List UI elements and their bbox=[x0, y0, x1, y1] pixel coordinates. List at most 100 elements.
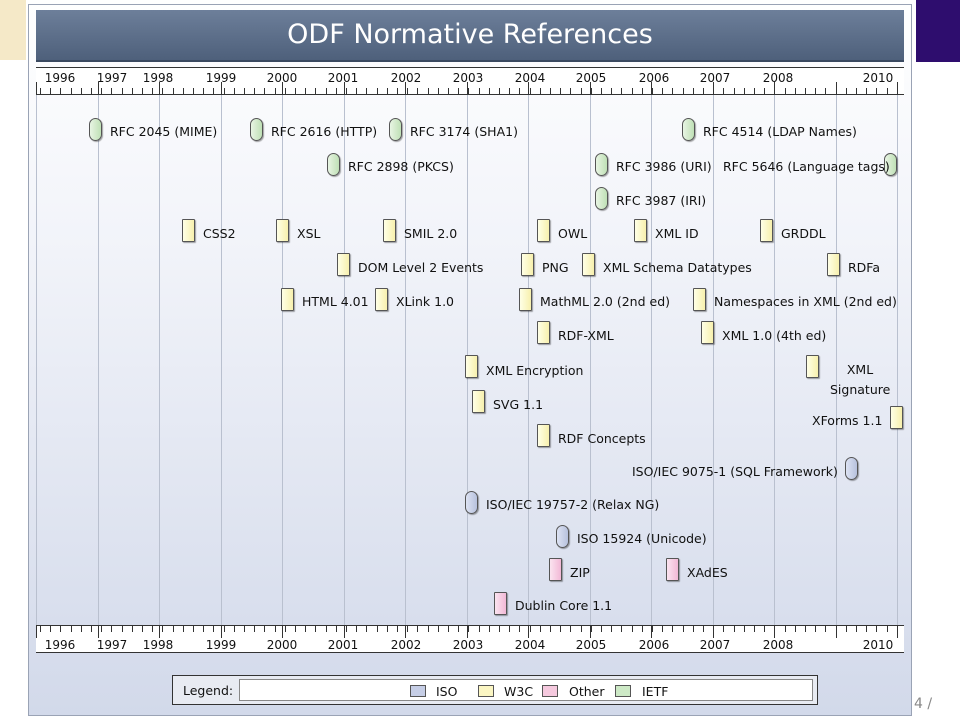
marker-rfc-4514-ldap-names bbox=[682, 118, 695, 141]
bottom-minor-tick bbox=[152, 626, 154, 632]
bottom-minor-tick bbox=[80, 626, 82, 632]
bottom-minor-tick bbox=[733, 626, 735, 632]
top-minor-tick bbox=[254, 88, 256, 94]
legend-swatch-w3c bbox=[478, 685, 494, 697]
bottom-minor-tick bbox=[580, 626, 582, 632]
label-mathml-2-0-2nd-ed: MathML 2.0 (2nd ed) bbox=[540, 294, 671, 309]
top-minor-tick bbox=[631, 88, 633, 94]
top-minor-tick bbox=[886, 88, 888, 94]
bottom-year-2004: 2004 bbox=[514, 638, 546, 652]
marker-rfc-5646-language-tags bbox=[884, 153, 897, 176]
gridline bbox=[159, 95, 160, 625]
top-minor-tick bbox=[703, 88, 704, 94]
marker-owl bbox=[537, 219, 550, 242]
top-minor-tick bbox=[570, 88, 572, 94]
bottom-minor-tick bbox=[815, 626, 817, 632]
top-minor-tick bbox=[50, 88, 52, 94]
bottom-minor-tick bbox=[723, 626, 725, 632]
marker-iso-iec-19757-2-relax-ng bbox=[465, 491, 478, 514]
bottom-minor-tick bbox=[315, 626, 317, 632]
marker-xml-schema-datatypes bbox=[582, 253, 595, 276]
bottom-minor-tick bbox=[356, 626, 358, 632]
top-year-2004: 2004 bbox=[514, 71, 546, 85]
marker-css2 bbox=[182, 219, 195, 242]
top-minor-tick bbox=[794, 88, 796, 94]
marker-rfc-3174-sha1 bbox=[389, 118, 402, 141]
legend-title: Legend: bbox=[183, 683, 234, 698]
bottom-major-tick bbox=[405, 626, 406, 638]
top-minor-tick bbox=[142, 88, 143, 94]
bottom-minor-tick bbox=[162, 626, 164, 632]
bottom-minor-tick bbox=[244, 626, 245, 632]
timeline-ruler-bottom: 1996 1997 1998 1999 2000 2001 2002 2003 2004 2005… bbox=[36, 625, 904, 653]
top-minor-tick bbox=[60, 88, 62, 94]
marker-zip bbox=[549, 558, 562, 581]
diagram-title: ODF Normative References bbox=[287, 19, 653, 50]
label-rfc-3174-sha1: RFC 3174 (SHA1) bbox=[410, 124, 518, 139]
marker-dublin-core-1-1 bbox=[494, 592, 507, 615]
marker-smil-2-0 bbox=[383, 219, 396, 242]
bottom-minor-tick bbox=[509, 626, 511, 632]
bottom-year-1997: 1997 bbox=[96, 638, 128, 652]
bottom-minor-tick bbox=[682, 626, 684, 632]
bottom-minor-tick bbox=[529, 626, 531, 632]
top-minor-tick bbox=[713, 88, 715, 94]
top-minor-tick bbox=[754, 88, 755, 94]
bottom-major-tick bbox=[651, 626, 652, 638]
bottom-minor-tick bbox=[325, 626, 327, 632]
gridline bbox=[651, 95, 652, 625]
top-minor-tick bbox=[264, 88, 266, 94]
bottom-minor-tick bbox=[111, 626, 113, 632]
bottom-minor-tick bbox=[539, 626, 541, 632]
bottom-major-tick bbox=[712, 626, 714, 638]
bottom-minor-tick bbox=[550, 626, 551, 632]
marker-rfc-2045-mime bbox=[89, 118, 102, 141]
bottom-year-2005: 2005 bbox=[575, 638, 607, 652]
bottom-minor-tick bbox=[264, 626, 266, 632]
top-minor-tick bbox=[448, 88, 449, 94]
bottom-minor-tick bbox=[284, 626, 286, 632]
label-xlink-1-0: XLink 1.0 bbox=[396, 294, 455, 309]
label-iso-iec-9075-1-sql-framework: ISO/IEC 9075-1 (SQL Framework) bbox=[632, 464, 838, 479]
top-minor-tick bbox=[580, 88, 582, 94]
bottom-minor-tick bbox=[172, 626, 174, 632]
top-minor-tick bbox=[611, 88, 613, 94]
top-year-2006: 2006 bbox=[638, 71, 670, 85]
top-minor-tick bbox=[101, 88, 103, 94]
bottom-minor-tick bbox=[91, 626, 92, 632]
label-grddl: GRDDL bbox=[781, 226, 826, 241]
bottom-minor-tick bbox=[397, 626, 398, 632]
label-rfc-2045-mime: RFC 2045 (MIME) bbox=[110, 124, 218, 139]
gridline bbox=[528, 95, 529, 625]
marker-rdf-xml bbox=[537, 321, 550, 344]
bottom-minor-tick bbox=[856, 626, 857, 632]
marker-rdf-concepts bbox=[537, 424, 550, 447]
marker-xlink-1-0 bbox=[375, 288, 388, 311]
gridline bbox=[774, 95, 775, 625]
bottom-minor-tick bbox=[672, 626, 674, 632]
marker-dom-level-2-events bbox=[337, 253, 350, 276]
label-rfc-3986-uri: RFC 3986 (URI) bbox=[616, 159, 712, 174]
timeline-ruler-top: 1996 1997 1998 1999 2000 2001 2002 2003 2004 2005… bbox=[36, 67, 904, 95]
top-minor-tick bbox=[325, 88, 327, 94]
top-minor-tick bbox=[539, 88, 541, 94]
bottom-minor-tick bbox=[570, 626, 572, 632]
bottom-minor-tick bbox=[131, 626, 133, 632]
bottom-minor-tick bbox=[70, 626, 72, 632]
bottom-minor-tick bbox=[631, 626, 633, 632]
bottom-minor-tick bbox=[703, 626, 704, 632]
top-minor-tick bbox=[193, 88, 194, 94]
top-major-tick bbox=[651, 82, 652, 94]
marker-svg-1-1 bbox=[472, 390, 485, 413]
bottom-minor-tick bbox=[50, 626, 52, 632]
bottom-major-tick bbox=[159, 626, 160, 638]
marker-xml-1-0-4th-ed bbox=[701, 321, 714, 344]
top-minor-tick bbox=[366, 88, 368, 94]
top-major-tick bbox=[282, 82, 283, 94]
top-minor-tick bbox=[162, 88, 164, 94]
marker-rfc-3987-iri bbox=[595, 187, 608, 210]
top-minor-tick bbox=[743, 88, 745, 94]
top-minor-tick bbox=[91, 88, 92, 94]
top-major-tick bbox=[159, 82, 160, 94]
top-minor-tick bbox=[182, 88, 184, 94]
